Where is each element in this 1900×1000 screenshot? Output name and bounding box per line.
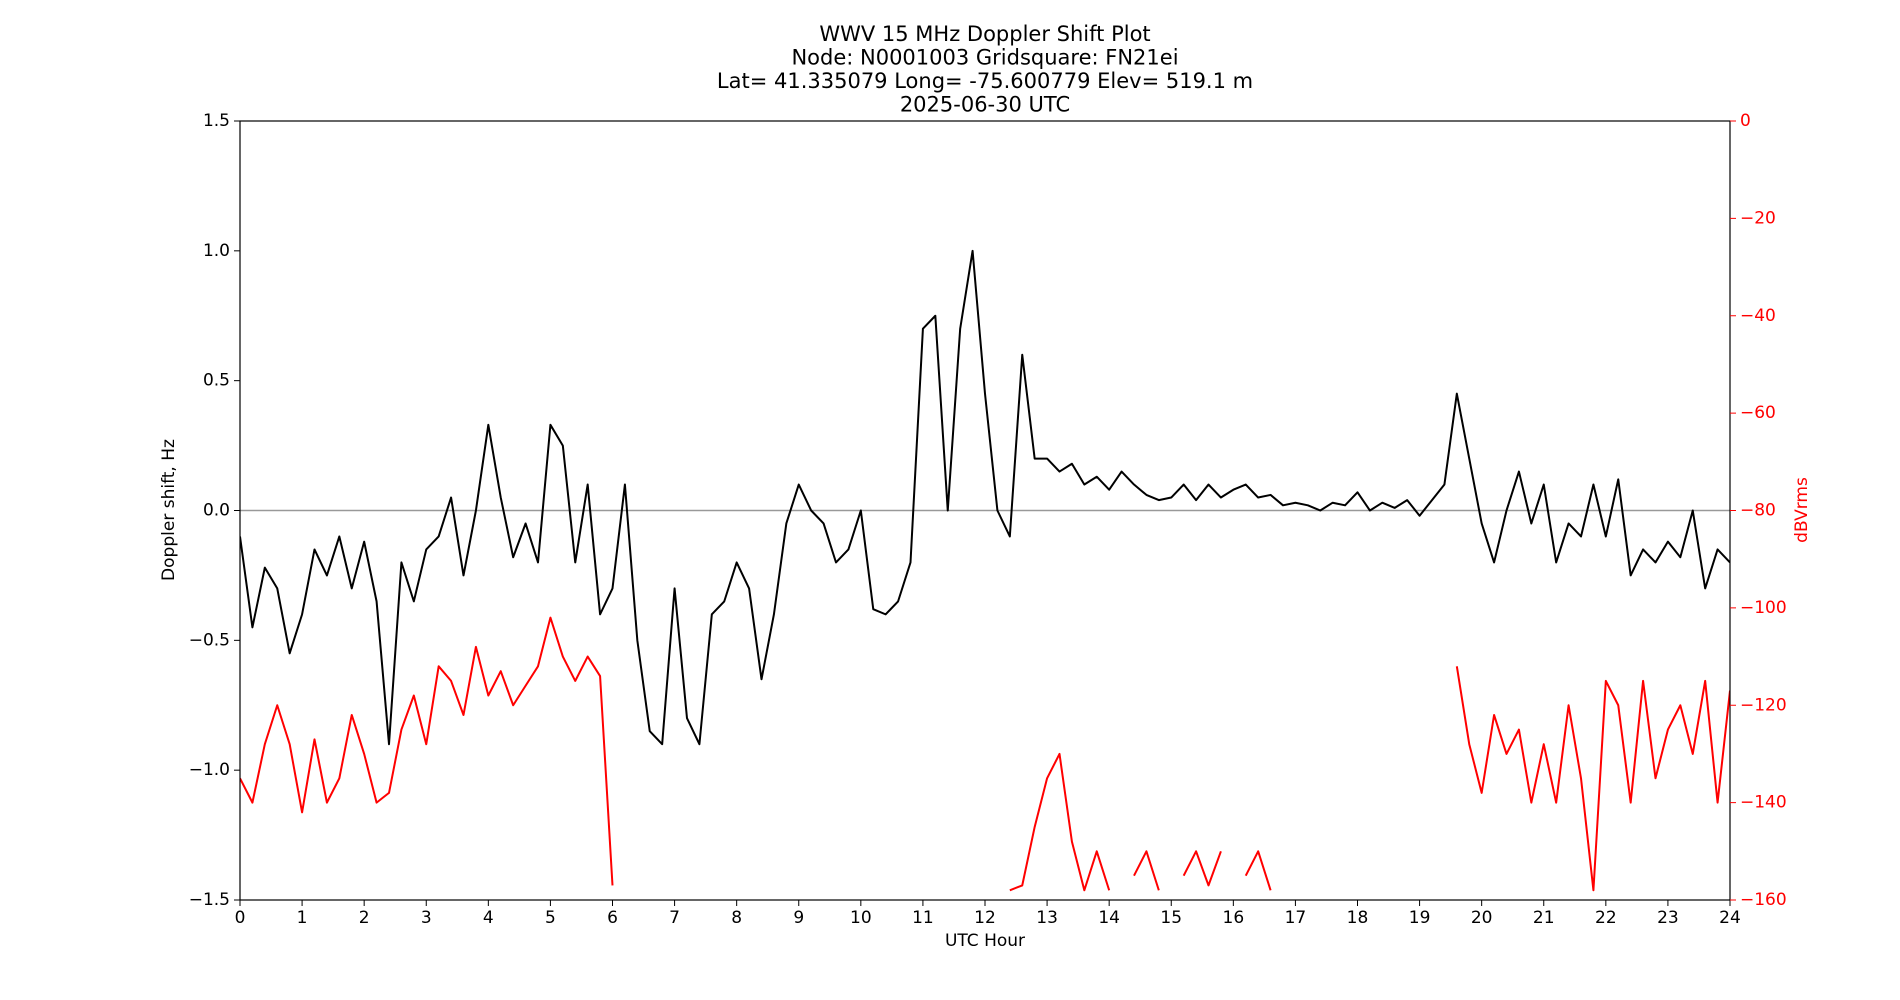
x-tick-label: 17 xyxy=(1285,908,1307,928)
x-tick-label: 11 xyxy=(912,908,934,928)
x-tick-label: 2 xyxy=(359,908,370,928)
chart-title: 2025-06-30 UTC xyxy=(900,93,1070,117)
y2-axis-label: dBVrms xyxy=(1792,477,1812,543)
x-tick-label: 24 xyxy=(1719,908,1741,928)
y2-tick-label: −100 xyxy=(1740,598,1787,618)
x-tick-label: 1 xyxy=(297,908,308,928)
y2-tick-label: −60 xyxy=(1740,403,1776,423)
chart-title: Node: N0001003 Gridsquare: FN21ei xyxy=(791,46,1178,70)
x-axis-label: UTC Hour xyxy=(945,931,1025,951)
x-tick-label: 10 xyxy=(850,908,872,928)
y-tick-label: 1.0 xyxy=(203,241,230,261)
x-tick-label: 16 xyxy=(1223,908,1245,928)
y2-tick-label: −40 xyxy=(1740,306,1776,326)
y-tick-label: −1.5 xyxy=(189,890,230,910)
y-tick-label: −0.5 xyxy=(189,630,230,650)
y2-tick-label: −140 xyxy=(1740,793,1787,813)
x-tick-label: 12 xyxy=(974,908,996,928)
series-line xyxy=(240,249,1730,746)
x-tick-label: 19 xyxy=(1409,908,1431,928)
plot-area xyxy=(240,249,1730,892)
y-tick-label: 0.5 xyxy=(203,371,230,391)
x-tick-label: 6 xyxy=(607,908,618,928)
x-tick-label: 0 xyxy=(235,908,246,928)
x-tick-label: 4 xyxy=(483,908,494,928)
x-tick-label: 23 xyxy=(1657,908,1679,928)
y-tick-label: −1.0 xyxy=(189,760,230,780)
chart-title: WWV 15 MHz Doppler Shift Plot xyxy=(819,22,1150,46)
y-tick-label: 0.0 xyxy=(203,501,230,521)
y2-tick-label: 0 xyxy=(1740,111,1751,131)
x-tick-label: 5 xyxy=(545,908,556,928)
y-axis-label: Doppler shift, Hz xyxy=(159,439,179,581)
x-tick-label: 13 xyxy=(1036,908,1058,928)
y2-tick-label: −160 xyxy=(1740,890,1787,910)
y-tick-label: 1.5 xyxy=(203,111,230,131)
x-tick-label: 22 xyxy=(1595,908,1617,928)
x-tick-label: 8 xyxy=(731,908,742,928)
x-tick-label: 15 xyxy=(1160,908,1182,928)
y2-tick-label: −80 xyxy=(1740,501,1776,521)
series-line xyxy=(240,616,1730,892)
chart-title: Lat= 41.335079 Long= -75.600779 Elev= 51… xyxy=(717,69,1253,93)
x-tick-label: 3 xyxy=(421,908,432,928)
x-tick-label: 7 xyxy=(669,908,680,928)
x-tick-label: 20 xyxy=(1471,908,1493,928)
y2-tick-label: −120 xyxy=(1740,695,1787,715)
y2-tick-label: −20 xyxy=(1740,208,1776,228)
x-tick-label: 18 xyxy=(1347,908,1369,928)
x-tick-label: 9 xyxy=(793,908,804,928)
x-tick-label: 14 xyxy=(1098,908,1120,928)
x-tick-label: 21 xyxy=(1533,908,1555,928)
